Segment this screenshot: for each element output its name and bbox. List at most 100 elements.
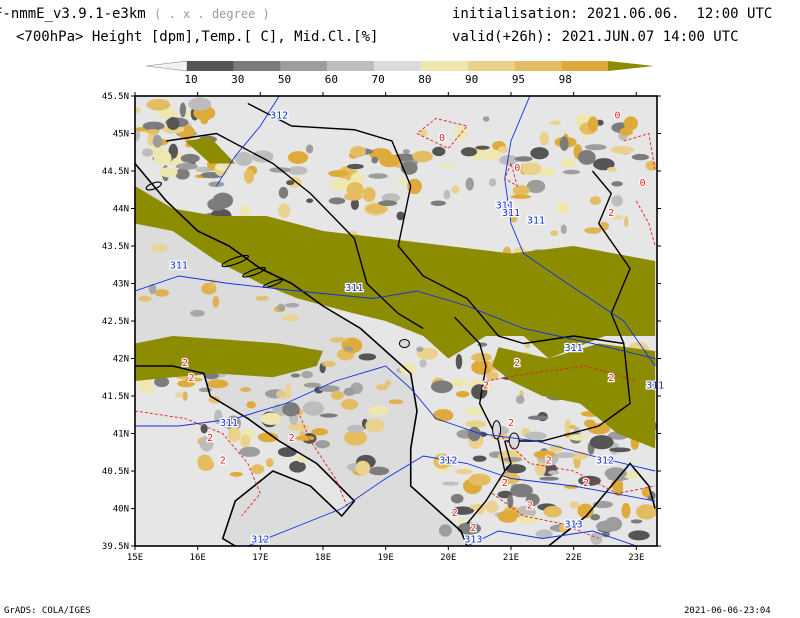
cloud-blob bbox=[350, 146, 366, 158]
temp-contour-label: 2 bbox=[527, 501, 533, 512]
cloud-blob bbox=[465, 420, 487, 428]
height-contour bbox=[504, 96, 656, 367]
cloud-blob bbox=[365, 418, 385, 433]
cloud-blob bbox=[343, 192, 363, 201]
cloud-blob bbox=[299, 431, 306, 437]
map-content bbox=[135, 96, 657, 546]
cloud-blob bbox=[443, 189, 451, 200]
cloud-blob bbox=[287, 151, 309, 164]
cloud-blob bbox=[399, 363, 417, 375]
cloud-blob bbox=[584, 144, 607, 151]
cloud-blob bbox=[281, 314, 299, 322]
cloud-blob bbox=[569, 501, 581, 509]
cloud-blob bbox=[286, 180, 295, 186]
cloud-blob bbox=[601, 531, 610, 538]
height-contour-label: 312 bbox=[251, 534, 269, 545]
temp-contour-label: 2 bbox=[207, 433, 213, 444]
cloud-blob bbox=[166, 117, 180, 131]
cloud-blob bbox=[378, 200, 398, 207]
cloud-blob bbox=[430, 200, 446, 206]
height-contour-label: 311 bbox=[345, 283, 363, 294]
cloud-blob bbox=[568, 434, 589, 441]
cloud-blob bbox=[381, 193, 401, 203]
cloud-blob bbox=[285, 382, 291, 392]
colorbar-tick-label: 70 bbox=[371, 73, 384, 86]
colorbar-tick-label: 10 bbox=[184, 73, 197, 86]
cloud-blob bbox=[376, 384, 389, 391]
temp-contour-label: 2 bbox=[546, 456, 552, 467]
cloud-blob bbox=[142, 121, 165, 131]
cloud-blob bbox=[450, 493, 464, 504]
lat-tick-label: 44.5N bbox=[102, 167, 129, 177]
coastline-italy bbox=[135, 365, 356, 546]
cloud-blob bbox=[619, 127, 633, 136]
cloud-blob bbox=[635, 504, 657, 520]
cloud-blob bbox=[516, 515, 540, 524]
height-contour bbox=[216, 96, 280, 187]
colorbar-segment bbox=[514, 61, 562, 71]
cloud-blob bbox=[512, 185, 530, 196]
cloud-blob bbox=[188, 97, 212, 111]
lat-tick-label: 41.5N bbox=[102, 392, 129, 402]
lake-prespa bbox=[508, 432, 520, 450]
temp-contour-label: 2 bbox=[483, 381, 489, 392]
cloud-blob bbox=[208, 181, 225, 188]
cloud-blob bbox=[628, 530, 650, 541]
cloud-blob bbox=[198, 387, 213, 393]
cloud-blob bbox=[488, 178, 497, 187]
temp-contour bbox=[135, 410, 261, 517]
cloud-blob bbox=[315, 440, 331, 449]
model-title: F-nmmE_v3.9.1-e3km ( . x . degree ) bbox=[0, 6, 270, 22]
cloud-blob bbox=[290, 373, 301, 378]
cloud-blob bbox=[185, 377, 203, 382]
cloud-blob bbox=[261, 412, 282, 425]
cloud-blob bbox=[548, 470, 560, 475]
cloud-blob bbox=[530, 147, 549, 160]
cloud-blob bbox=[371, 156, 379, 164]
cloud-blob bbox=[596, 520, 619, 532]
cloud-blob bbox=[148, 283, 157, 295]
cloud-blob bbox=[468, 473, 491, 486]
cloud-blob bbox=[610, 215, 624, 220]
cloud-blob bbox=[330, 178, 351, 191]
cloud-blob bbox=[577, 503, 594, 519]
height-contour-label: 311 bbox=[527, 216, 545, 227]
colorbar-segment bbox=[233, 61, 281, 71]
height-contour bbox=[135, 365, 656, 472]
height-contour-label: 312 bbox=[596, 456, 614, 467]
cloud-blob bbox=[557, 201, 569, 215]
cloud-blob bbox=[582, 134, 589, 141]
cloud-blob bbox=[159, 167, 178, 178]
cloud-blob bbox=[347, 163, 364, 170]
cloud-blob bbox=[499, 154, 519, 166]
cloud-blob bbox=[539, 131, 549, 146]
cloud-blob bbox=[419, 359, 427, 368]
cloud-blob bbox=[385, 380, 392, 386]
valid-time: valid(+26h): 2021.JUN.07 14:00 UTC bbox=[452, 29, 739, 45]
colorbar-tick-label: 30 bbox=[231, 73, 244, 86]
cloud-blob bbox=[465, 408, 485, 416]
lat-tick-label: 43N bbox=[113, 280, 129, 290]
cloud-blob bbox=[355, 460, 371, 476]
cloud-blob bbox=[328, 170, 349, 177]
lon-tick-label: 21E bbox=[503, 553, 519, 563]
cloud-blob bbox=[533, 450, 556, 459]
cloud-blob bbox=[138, 295, 152, 302]
cloud-blob bbox=[416, 346, 424, 352]
cloud-blob bbox=[560, 224, 567, 235]
cloud-blob bbox=[147, 132, 155, 147]
cloud-blob bbox=[154, 289, 170, 297]
cloud-blob bbox=[396, 211, 405, 221]
lon-tick-label: 17E bbox=[252, 553, 268, 563]
temp-contour-label: 2 bbox=[502, 478, 508, 489]
cloud-blob bbox=[330, 390, 345, 400]
island-outline bbox=[242, 266, 266, 278]
country-border bbox=[454, 316, 506, 524]
cloud-blob bbox=[485, 371, 499, 381]
cloud-blob bbox=[240, 204, 251, 217]
cloud-blob bbox=[240, 434, 251, 448]
height-contour-label: 311 bbox=[496, 201, 514, 212]
cloud-blob bbox=[451, 506, 475, 515]
cloud-blob bbox=[630, 519, 643, 524]
cloud-blob bbox=[510, 214, 518, 223]
